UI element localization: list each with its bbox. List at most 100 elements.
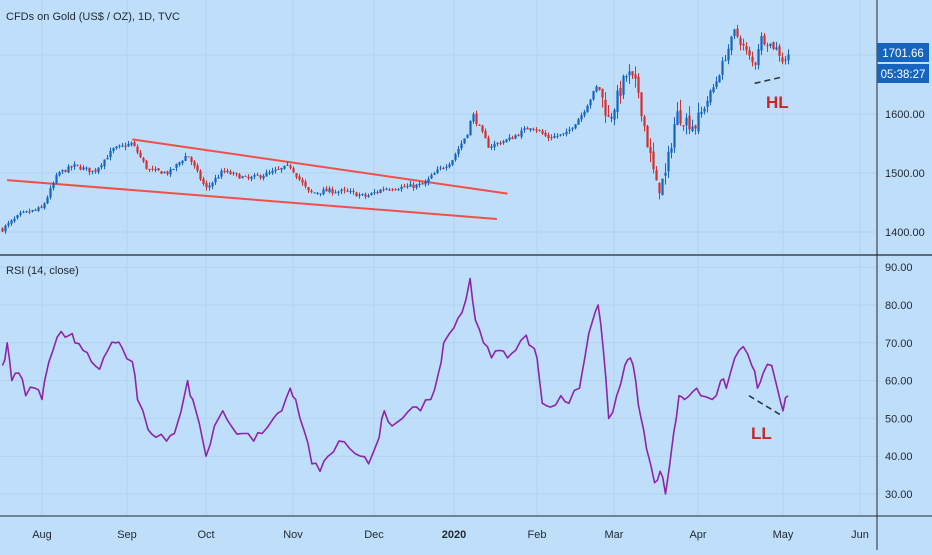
- candle: [406, 183, 409, 189]
- price-pane-title: CFDs on Gold (US$ / OZ), 1D, TVC: [6, 11, 180, 23]
- candle: [190, 156, 193, 166]
- time-axis[interactable]: Aug Sep Oct Nov Dec 2020 Feb Mar Apr May Jun: [32, 529, 869, 541]
- candle: [658, 182, 661, 200]
- candle: [595, 84, 598, 93]
- time-tick-5: 2020: [442, 529, 466, 541]
- wedge-trendline-0[interactable]: [132, 138, 508, 195]
- candle: [535, 127, 538, 134]
- candle: [577, 117, 580, 125]
- candle: [748, 46, 751, 60]
- candle: [469, 120, 472, 136]
- candle: [82, 165, 85, 171]
- time-tick-8: Apr: [689, 529, 706, 541]
- candle: [613, 108, 616, 126]
- candle: [100, 162, 103, 170]
- candle: [676, 102, 679, 126]
- candle: [238, 172, 241, 179]
- candle: [445, 164, 448, 171]
- candle: [619, 80, 622, 104]
- price-tick-1: 1500.00: [885, 168, 925, 180]
- candle: [226, 168, 229, 174]
- price-axis[interactable]: 1400.00 1500.00 1600.00: [885, 109, 925, 239]
- lower-low-line[interactable]: [748, 395, 781, 416]
- candle: [556, 133, 559, 139]
- candle: [442, 166, 445, 170]
- candle: [736, 24, 739, 39]
- candle: [289, 164, 292, 170]
- candle: [196, 163, 199, 173]
- candle: [274, 166, 277, 174]
- time-tick-0: Aug: [32, 529, 52, 541]
- wedge-trendline-1[interactable]: [7, 179, 497, 221]
- candle: [166, 170, 169, 176]
- candle: [457, 145, 460, 158]
- candle: [247, 174, 250, 181]
- higher-low-line[interactable]: [754, 76, 784, 85]
- candle: [241, 175, 244, 179]
- candle: [709, 89, 712, 106]
- candle: [382, 186, 385, 192]
- candle: [436, 166, 439, 174]
- candle: [130, 141, 133, 147]
- candle: [103, 159, 106, 170]
- candle: [703, 106, 706, 115]
- candle: [487, 135, 490, 148]
- candle: [412, 181, 415, 191]
- candle: [721, 57, 724, 80]
- candle: [295, 172, 298, 180]
- candle: [430, 173, 433, 180]
- rsi-axis[interactable]: 30.00 40.00 50.00 60.00 70.00 80.00 90.00: [885, 262, 913, 501]
- time-tick-7: Mar: [605, 529, 624, 541]
- candle: [160, 170, 163, 174]
- rsi-pane-title: RSI (14, close): [6, 265, 79, 277]
- candle: [451, 159, 454, 167]
- candle: [454, 152, 457, 162]
- candle: [439, 165, 442, 171]
- candle: [517, 133, 520, 137]
- candle: [280, 167, 283, 173]
- candle: [139, 150, 142, 159]
- candle: [34, 208, 37, 211]
- candle: [610, 112, 613, 123]
- candle: [22, 210, 25, 214]
- candle: [310, 188, 313, 194]
- candle: [727, 44, 730, 65]
- candle: [493, 140, 496, 151]
- candle: [292, 166, 295, 174]
- time-tick-2: Oct: [197, 529, 214, 541]
- rsi-grid: [0, 256, 877, 516]
- candle: [529, 128, 532, 132]
- candle: [319, 193, 322, 197]
- candle: [667, 145, 670, 179]
- candle: [334, 189, 337, 194]
- candle: [460, 140, 463, 151]
- candle: [739, 35, 742, 51]
- candle: [31, 209, 34, 213]
- time-tick-9: May: [773, 529, 794, 541]
- price-tick-0: 1400.00: [885, 227, 925, 239]
- candle: [598, 86, 601, 91]
- candle: [511, 135, 514, 140]
- candle: [433, 171, 436, 176]
- candle: [91, 170, 94, 175]
- rsi-tick-4: 70.00: [885, 338, 913, 350]
- price-trendlines[interactable]: [7, 76, 784, 221]
- candle: [205, 180, 208, 191]
- last-price-value: 1701.66: [882, 48, 924, 60]
- candle: [520, 127, 523, 140]
- candle: [211, 181, 214, 190]
- candle: [391, 188, 394, 192]
- candle: [259, 174, 262, 180]
- candle: [355, 191, 358, 197]
- candle: [277, 166, 280, 170]
- candle: [388, 188, 391, 191]
- candle: [58, 171, 61, 177]
- candle: [124, 142, 127, 151]
- candle: [649, 138, 652, 163]
- candle: [715, 76, 718, 89]
- candle: [208, 182, 211, 191]
- candle: [346, 188, 349, 193]
- candle: [136, 144, 139, 155]
